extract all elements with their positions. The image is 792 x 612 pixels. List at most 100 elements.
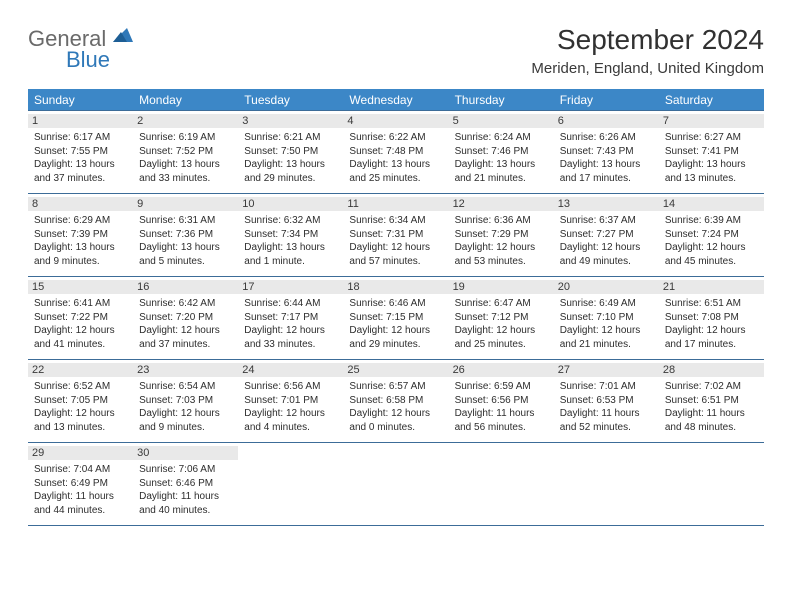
daylight-text: Daylight: 13 hours and 1 minute. [244, 241, 337, 268]
daylight-text: Daylight: 12 hours and 13 minutes. [34, 407, 127, 434]
page-header: General Blue September 2024 Meriden, Eng… [28, 24, 764, 77]
sunrise-text: Sunrise: 6:39 AM [665, 214, 758, 228]
day-number: 11 [343, 197, 448, 211]
day-number: 12 [449, 197, 554, 211]
sunrise-text: Sunrise: 6:47 AM [455, 297, 548, 311]
sunrise-text: Sunrise: 6:49 AM [560, 297, 653, 311]
logo: General Blue [28, 28, 133, 71]
sunset-text: Sunset: 7:01 PM [244, 394, 337, 408]
title-block: September 2024 Meriden, England, United … [531, 24, 764, 77]
sunrise-text: Sunrise: 7:02 AM [665, 380, 758, 394]
week-row: 15 Sunrise: 6:41 AMSunset: 7:22 PM Dayligh… [28, 276, 764, 360]
sunset-text: Sunset: 7:36 PM [139, 228, 232, 242]
sunset-text: Sunset: 7:20 PM [139, 311, 232, 325]
sunrise-text: Sunrise: 6:46 AM [349, 297, 442, 311]
calendar-page: General Blue September 2024 Meriden, Eng… [0, 0, 792, 550]
sunset-text: Sunset: 7:48 PM [349, 145, 442, 159]
weekday-header: Sunday [28, 89, 133, 111]
day-number: 18 [343, 280, 448, 294]
week-row: 1Sunrise: 6:17 AMSunset: 7:55 PMDaylight… [28, 110, 764, 194]
daylight-text: Daylight: 13 hours and 37 minutes. [34, 158, 127, 185]
sunset-text: Sunset: 7:17 PM [244, 311, 337, 325]
day-number: 25 [343, 363, 448, 377]
day-cell: 20Sunrise: 6:49 AMSunset: 7:10 PMDayligh… [554, 277, 659, 359]
weekday-header: Saturday [659, 89, 764, 111]
weekday-header: Wednesday [343, 89, 448, 111]
weekday-header: Thursday [449, 89, 554, 111]
daylight-text: Daylight: 12 hours and 45 minutes. [665, 241, 758, 268]
week-row: 22Sunrise: 6:52 AMSunset: 7:05 PMDayligh… [28, 359, 764, 443]
sunset-text: Sunset: 7:41 PM [665, 145, 758, 159]
weekday-header: Monday [133, 89, 238, 111]
day-number: 8 [28, 197, 133, 211]
day-number: 17 [238, 280, 343, 294]
logo-text-blue: Blue [66, 49, 133, 71]
day-cell: 27Sunrise: 7:01 AMSunset: 6:53 PMDayligh… [554, 360, 659, 442]
daylight-text: Daylight: 12 hours and 33 minutes. [244, 324, 337, 351]
sunset-text: Sunset: 6:58 PM [349, 394, 442, 408]
week-row: 8 Sunrise: 6:29 AMSunset: 7:39 PM Daylight… [28, 193, 764, 277]
sunset-text: Sunset: 7:22 PM [34, 311, 127, 325]
sunset-text: Sunset: 6:51 PM [665, 394, 758, 408]
day-cell: 21Sunrise: 6:51 AMSunset: 7:08 PMDayligh… [659, 277, 764, 359]
sunset-text: Sunset: 7:15 PM [349, 311, 442, 325]
sunrise-text: Sunrise: 6:17 AM [34, 131, 127, 145]
day-number: 4 [343, 114, 448, 128]
daylight-text: Daylight: 12 hours and 29 minutes. [349, 324, 442, 351]
daylight-text: Daylight: 13 hours and 29 minutes. [244, 158, 337, 185]
daylight-text: Daylight: 11 hours and 44 minutes. [34, 490, 127, 517]
day-cell: 22Sunrise: 6:52 AMSunset: 7:05 PMDayligh… [28, 360, 133, 442]
day-number: 28 [659, 363, 764, 377]
day-cell: 7 Sunrise: 6:27 AMSunset: 7:41 PMDaylight… [659, 111, 764, 193]
daylight-text: Daylight: 12 hours and 0 minutes. [349, 407, 442, 434]
sunrise-text: Sunrise: 6:32 AM [244, 214, 337, 228]
sunrise-text: Sunrise: 6:21 AM [244, 131, 337, 145]
day-cell [238, 443, 343, 525]
day-number: 15 [28, 280, 133, 294]
sunrise-text: Sunrise: 6:29 AM [34, 214, 127, 228]
sunset-text: Sunset: 7:05 PM [34, 394, 127, 408]
sunrise-text: Sunrise: 6:51 AM [665, 297, 758, 311]
sunrise-text: Sunrise: 6:41 AM [34, 297, 127, 311]
sunrise-text: Sunrise: 6:59 AM [455, 380, 548, 394]
sunset-text: Sunset: 7:34 PM [244, 228, 337, 242]
day-cell: 8Sunrise: 6:29 AMSunset: 7:39 PMDaylight… [28, 194, 133, 276]
day-cell: 25Sunrise: 6:57 AMSunset: 6:58 PMDayligh… [343, 360, 448, 442]
daylight-text: Daylight: 12 hours and 9 minutes. [139, 407, 232, 434]
day-cell: 28Sunrise: 7:02 AMSunset: 6:51 PMDayligh… [659, 360, 764, 442]
sunrise-text: Sunrise: 7:04 AM [34, 463, 127, 477]
sunrise-text: Sunrise: 6:34 AM [349, 214, 442, 228]
daylight-text: Daylight: 13 hours and 5 minutes. [139, 241, 232, 268]
sunset-text: Sunset: 7:10 PM [560, 311, 653, 325]
daylight-text: Daylight: 11 hours and 40 minutes. [139, 490, 232, 517]
weekday-header-row: SundayMondayTuesdayWednesdayThursdayFrid… [28, 89, 764, 111]
day-cell: 9Sunrise: 6:31 AMSunset: 7:36 PMDaylight… [133, 194, 238, 276]
day-number: 13 [554, 197, 659, 211]
sunrise-text: Sunrise: 6:24 AM [455, 131, 548, 145]
day-cell: 15Sunrise: 6:41 AMSunset: 7:22 PMDayligh… [28, 277, 133, 359]
day-cell: 2Sunrise: 6:19 AMSunset: 7:52 PMDaylight… [133, 111, 238, 193]
day-cell: 4Sunrise: 6:22 AMSunset: 7:48 PMDaylight… [343, 111, 448, 193]
day-cell: 16Sunrise: 6:42 AMSunset: 7:20 PMDayligh… [133, 277, 238, 359]
sunrise-text: Sunrise: 6:52 AM [34, 380, 127, 394]
day-cell: 6Sunrise: 6:26 AMSunset: 7:43 PMDaylight… [554, 111, 659, 193]
sunrise-text: Sunrise: 6:27 AM [665, 131, 758, 145]
daylight-text: Daylight: 12 hours and 57 minutes. [349, 241, 442, 268]
day-number: 21 [659, 280, 764, 294]
day-cell: 5Sunrise: 6:24 AMSunset: 7:46 PMDaylight… [449, 111, 554, 193]
weekday-header: Tuesday [238, 89, 343, 111]
daylight-text: Daylight: 11 hours and 52 minutes. [560, 407, 653, 434]
sunset-text: Sunset: 6:56 PM [455, 394, 548, 408]
day-number: 3 [238, 114, 343, 128]
sunset-text: Sunset: 7:29 PM [455, 228, 548, 242]
sunset-text: Sunset: 7:39 PM [34, 228, 127, 242]
day-cell: 26Sunrise: 6:59 AMSunset: 6:56 PMDayligh… [449, 360, 554, 442]
sunset-text: Sunset: 7:12 PM [455, 311, 548, 325]
day-number: 19 [449, 280, 554, 294]
day-cell [449, 443, 554, 525]
day-number: 7 [659, 114, 764, 128]
day-cell: 12Sunrise: 6:36 AMSunset: 7:29 PMDayligh… [449, 194, 554, 276]
day-cell: 19Sunrise: 6:47 AMSunset: 7:12 PMDayligh… [449, 277, 554, 359]
sunset-text: Sunset: 7:03 PM [139, 394, 232, 408]
daylight-text: Daylight: 13 hours and 13 minutes. [665, 158, 758, 185]
